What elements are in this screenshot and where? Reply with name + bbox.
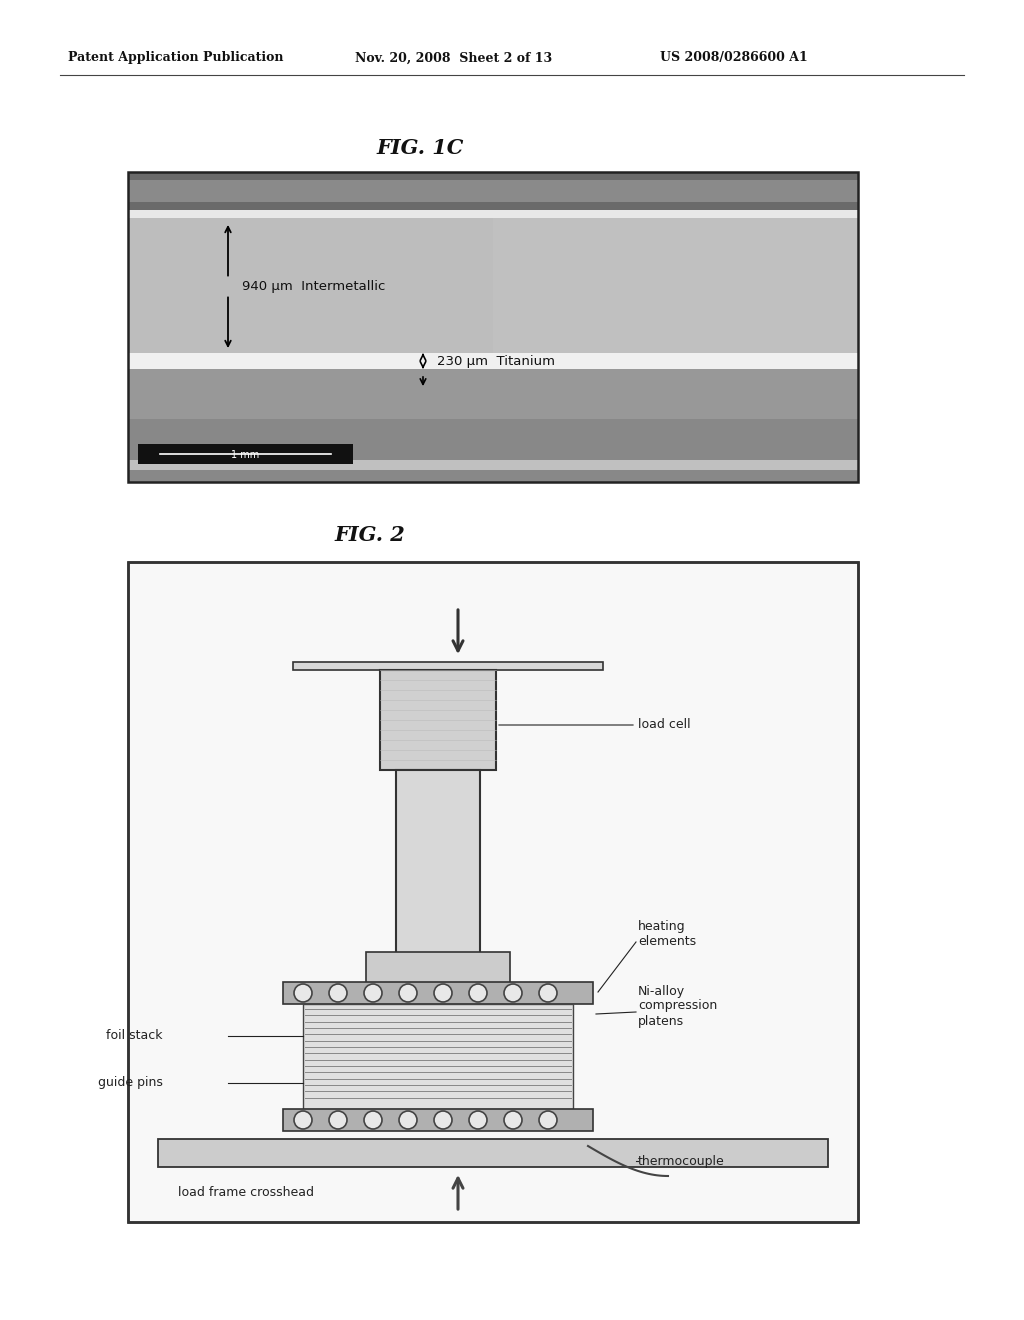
Bar (380, 671, 496, 770)
Bar (128, 352, 858, 370)
Circle shape (364, 1111, 382, 1129)
Bar (128, 172, 858, 482)
Circle shape (504, 1111, 522, 1129)
Circle shape (504, 983, 522, 1002)
Bar (158, 1139, 828, 1167)
Text: 230 μm  Titanium: 230 μm Titanium (437, 355, 555, 367)
Bar (128, 562, 858, 1222)
Bar (128, 210, 858, 218)
Text: Ni-alloy
compression
platens: Ni-alloy compression platens (638, 985, 717, 1027)
Bar (366, 952, 510, 987)
Circle shape (399, 1111, 417, 1129)
Text: load frame crosshead: load frame crosshead (178, 1185, 314, 1199)
Text: Nov. 20, 2008  Sheet 2 of 13: Nov. 20, 2008 Sheet 2 of 13 (355, 51, 552, 65)
Bar (283, 1109, 593, 1131)
Bar (128, 180, 858, 202)
Text: heating
elements: heating elements (638, 920, 696, 948)
Circle shape (434, 983, 452, 1002)
Text: Patent Application Publication: Patent Application Publication (68, 51, 284, 65)
Bar (293, 663, 603, 671)
Text: 940 μm  Intermetallic: 940 μm Intermetallic (242, 280, 385, 293)
Text: guide pins: guide pins (98, 1076, 163, 1089)
Circle shape (329, 1111, 347, 1129)
Bar (283, 982, 593, 1005)
Text: US 2008/0286600 A1: US 2008/0286600 A1 (660, 51, 808, 65)
Circle shape (469, 983, 487, 1002)
Bar (128, 172, 858, 482)
Circle shape (364, 983, 382, 1002)
Bar (138, 444, 353, 465)
Circle shape (539, 983, 557, 1002)
Circle shape (469, 1111, 487, 1129)
Bar (128, 370, 858, 418)
Text: FIG. 2: FIG. 2 (335, 525, 406, 545)
Bar (128, 459, 858, 470)
Circle shape (329, 983, 347, 1002)
Bar (128, 218, 493, 352)
Circle shape (434, 1111, 452, 1129)
Bar (128, 172, 858, 210)
Bar (396, 770, 480, 982)
Text: FIG. 1C: FIG. 1C (376, 139, 464, 158)
Text: foil stack: foil stack (106, 1030, 163, 1041)
Circle shape (294, 983, 312, 1002)
Bar (128, 562, 858, 1222)
Circle shape (294, 1111, 312, 1129)
Bar (128, 418, 858, 482)
Circle shape (399, 983, 417, 1002)
Text: 1 mm: 1 mm (231, 450, 260, 459)
Text: load cell: load cell (638, 718, 690, 731)
Text: thermocouple: thermocouple (638, 1155, 725, 1167)
Circle shape (539, 1111, 557, 1129)
Bar (128, 218, 858, 352)
Bar (303, 1005, 573, 1109)
